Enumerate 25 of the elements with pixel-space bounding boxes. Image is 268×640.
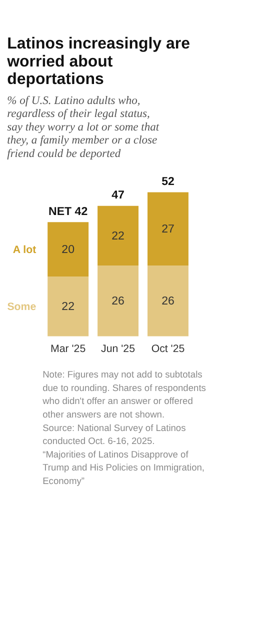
source-note: Source: National Survey of Latinos conducted Oct. 6-16, 2025. — [42, 422, 186, 446]
data-label: 22 — [112, 230, 124, 242]
data-label: 26 — [162, 295, 174, 308]
total-label: 52 — [162, 176, 174, 188]
bar — [98, 206, 139, 266]
total-label: 47 — [112, 190, 124, 202]
chart-subtitle: % of U.S. Latino adults who, regardless of their legal status, say they worry a lot or some that they, a family member or a close friend could be deported — [7, 94, 160, 160]
data-label: 27 — [162, 223, 174, 236]
bar — [148, 192, 188, 266]
bar — [48, 276, 89, 336]
data-label: 20 — [62, 244, 74, 256]
total-label: NET 42 — [48, 206, 88, 218]
x-tick-label: Jun '25 — [101, 342, 136, 355]
x-tick-label: Mar '25 — [50, 342, 86, 355]
data-label: 26 — [112, 295, 124, 308]
series-label: Some — [7, 300, 36, 313]
bar — [148, 266, 188, 336]
bar — [48, 222, 89, 276]
bar — [98, 266, 139, 336]
x-tick-label: Oct '25 — [151, 342, 185, 355]
series-label: A lot — [12, 244, 37, 256]
text: Note: Figures may not add to subtotals due to rounding. Shares of respondents who didn't offer an answer or offered other answers are not shown. — [42, 370, 206, 420]
text: “Majorities of Latinos Disapprove of Trump and His Policies on Immigration, Economy” — [42, 449, 204, 486]
chart-title: Latinos increasingly are worried about deportations — [6, 36, 190, 88]
data-label: 22 — [62, 300, 74, 313]
